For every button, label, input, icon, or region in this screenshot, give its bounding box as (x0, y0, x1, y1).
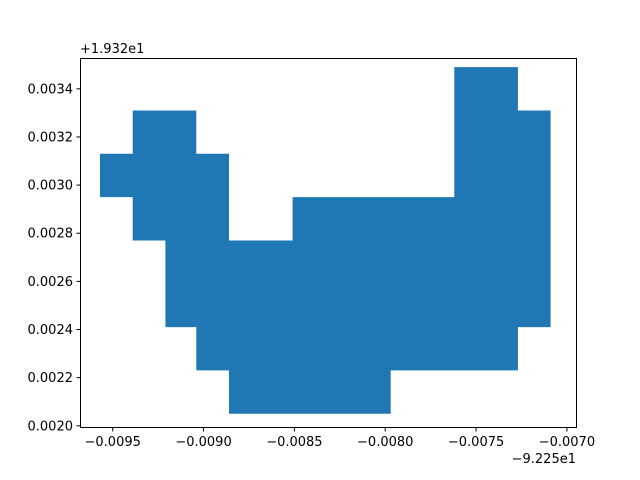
x-tick-label: −0.0085 (266, 435, 322, 450)
y-offset-label: +1.932e1 (80, 42, 144, 57)
y-tick-label: 0.0022 (28, 371, 74, 386)
x-tick-label: −0.0080 (357, 435, 413, 450)
y-tick-label: 0.0024 (28, 323, 74, 338)
y-tick-label: 0.0034 (28, 82, 74, 97)
data-layer (100, 67, 551, 414)
x-tick-label: −0.0090 (175, 435, 231, 450)
y-tick-label: 0.0026 (28, 275, 74, 290)
y-axis: 0.0020 0.0022 0.0024 0.0026 0.0028 0.0030 0.00… (28, 82, 81, 434)
y-tick-label: 0.0030 (28, 179, 74, 194)
x-tick-label: −0.0075 (448, 435, 504, 450)
axes-frame (80, 58, 577, 428)
y-tick-label: 0.0028 (28, 227, 74, 242)
x-tick-label: −0.0070 (539, 435, 595, 450)
x-axis: −0.0095 −0.0090 −0.0085 −0.0080 −0.0075 −0.00… (85, 427, 595, 450)
filled-region (100, 67, 551, 414)
x-offset-label: −9.225e1 (512, 452, 576, 467)
x-tick-label: −0.0095 (85, 435, 141, 450)
y-tick-label: 0.0020 (28, 419, 74, 434)
y-tick-label: 0.0032 (28, 130, 74, 145)
